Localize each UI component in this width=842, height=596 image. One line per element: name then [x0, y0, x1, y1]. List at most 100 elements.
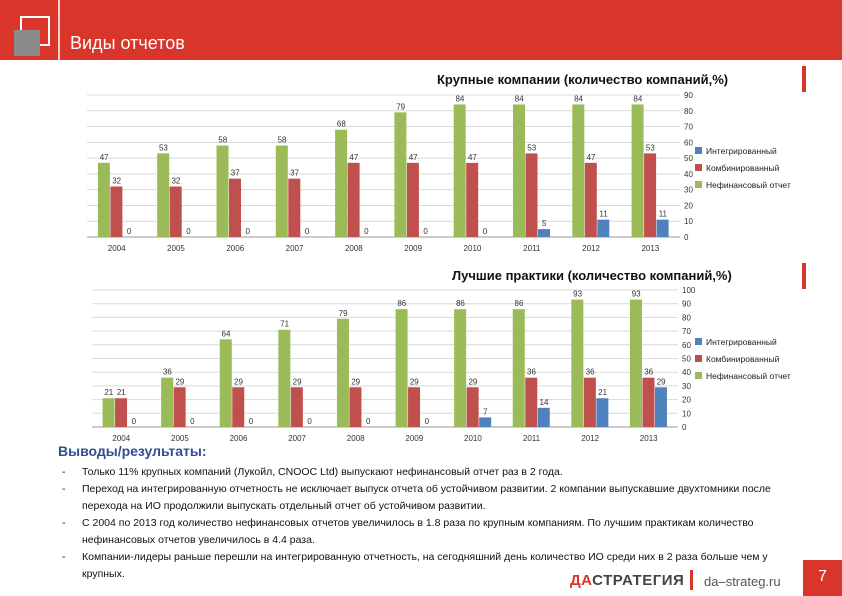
bar [631, 104, 644, 237]
y-tick-label: 40 [682, 368, 691, 377]
bar [275, 145, 288, 237]
data-label: 47 [100, 153, 109, 162]
bar [408, 387, 421, 427]
logo-gray-square [14, 30, 40, 56]
data-label: 11 [599, 210, 608, 219]
data-label: 21 [598, 388, 607, 397]
data-label: 21 [117, 388, 126, 397]
legend-swatch [695, 147, 702, 154]
data-label: 29 [175, 377, 184, 386]
x-tick-label: 2009 [405, 434, 423, 443]
x-tick-label: 2004 [112, 434, 130, 443]
brand-separator [690, 570, 693, 590]
legend-swatch [695, 372, 702, 379]
legend-swatch [695, 338, 702, 345]
chart-title-best-practices: Лучшие практики (количество компаний,%) [452, 268, 732, 283]
bar [479, 417, 492, 427]
data-label: 79 [396, 102, 405, 111]
data-label: 36 [644, 368, 653, 377]
page-title: Виды отчетов [70, 33, 185, 53]
x-tick-label: 2008 [347, 434, 365, 443]
data-label: 68 [337, 120, 346, 129]
x-tick-label: 2010 [464, 434, 482, 443]
data-label: 84 [455, 94, 464, 103]
page-number: 7 [818, 568, 827, 585]
data-label: 29 [410, 377, 419, 386]
x-tick-label: 2005 [167, 244, 185, 253]
bar [288, 178, 301, 237]
y-tick-label: 60 [682, 341, 691, 350]
data-label: 11 [659, 210, 668, 219]
data-label: 0 [190, 417, 195, 426]
bar [538, 229, 550, 237]
x-tick-label: 2013 [641, 244, 659, 253]
y-tick-label: 80 [682, 313, 691, 322]
bar [525, 153, 538, 237]
chart-title-accent-bar [802, 66, 806, 92]
bar [584, 162, 597, 237]
x-tick-label: 2013 [640, 434, 658, 443]
data-label: 36 [163, 368, 172, 377]
legend-label: Нефинансовый отчет [706, 371, 791, 381]
y-tick-label: 40 [684, 170, 693, 179]
bar [596, 398, 609, 427]
conclusions-title: Выводы/результаты: [58, 443, 207, 459]
data-label: 71 [280, 320, 289, 329]
bar [512, 309, 525, 427]
conclusion-item: Переход на интегрированную отчетность не… [58, 481, 798, 515]
data-label: 5 [542, 219, 547, 228]
y-tick-label: 30 [682, 382, 691, 391]
y-tick-label: 30 [684, 186, 693, 195]
data-label: 0 [132, 417, 137, 426]
data-label: 0 [307, 417, 312, 426]
conclusion-item: С 2004 по 2013 год количество нефинансов… [58, 515, 798, 549]
x-tick-label: 2004 [108, 244, 126, 253]
y-tick-label: 70 [684, 123, 693, 132]
site-link[interactable]: da–strateg.ru [704, 574, 781, 589]
bar [629, 299, 642, 427]
legend-label: Комбинированный [706, 163, 780, 173]
data-label: 84 [633, 94, 642, 103]
bar [278, 329, 291, 427]
bar [290, 387, 303, 427]
data-label: 0 [483, 227, 488, 236]
bar [335, 129, 348, 237]
data-label: 37 [231, 169, 240, 178]
data-label: 93 [573, 290, 582, 299]
data-label: 93 [632, 290, 641, 299]
data-label: 14 [540, 398, 549, 407]
header-band [0, 0, 842, 60]
data-label: 0 [423, 227, 428, 236]
y-tick-label: 10 [682, 409, 691, 418]
y-tick-label: 100 [682, 286, 696, 295]
data-label: 37 [290, 169, 299, 178]
data-label: 47 [468, 153, 477, 162]
data-label: 79 [339, 309, 348, 318]
bar [597, 219, 610, 237]
bar [216, 145, 229, 237]
data-label: 29 [234, 377, 243, 386]
bar [219, 339, 232, 427]
data-label: 7 [483, 407, 488, 416]
x-tick-label: 2006 [230, 434, 248, 443]
legend-label: Комбинированный [706, 354, 780, 364]
conclusion-item: Компании-лидеры раньше перешли на интегр… [58, 549, 798, 583]
page-number-box: 7 [803, 560, 842, 596]
data-label: 53 [159, 143, 168, 152]
y-tick-label: 50 [684, 154, 693, 163]
bar [347, 162, 360, 237]
bar [656, 219, 669, 237]
brand-logo-rest: СТРАТЕГИЯ [592, 572, 685, 589]
conclusion-item: Только 11% крупных компаний (Лукойл, CNO… [58, 464, 798, 481]
x-tick-label: 2008 [345, 244, 363, 253]
legend-label: Нефинансовый отчет [706, 180, 791, 190]
data-label: 47 [587, 153, 596, 162]
y-tick-label: 80 [684, 107, 693, 116]
legend-label: Интегрированный [706, 337, 777, 347]
legend-label: Интегрированный [706, 146, 777, 156]
bar [102, 398, 115, 427]
data-label: 36 [527, 368, 536, 377]
x-tick-label: 2010 [464, 244, 482, 253]
bar [466, 162, 479, 237]
